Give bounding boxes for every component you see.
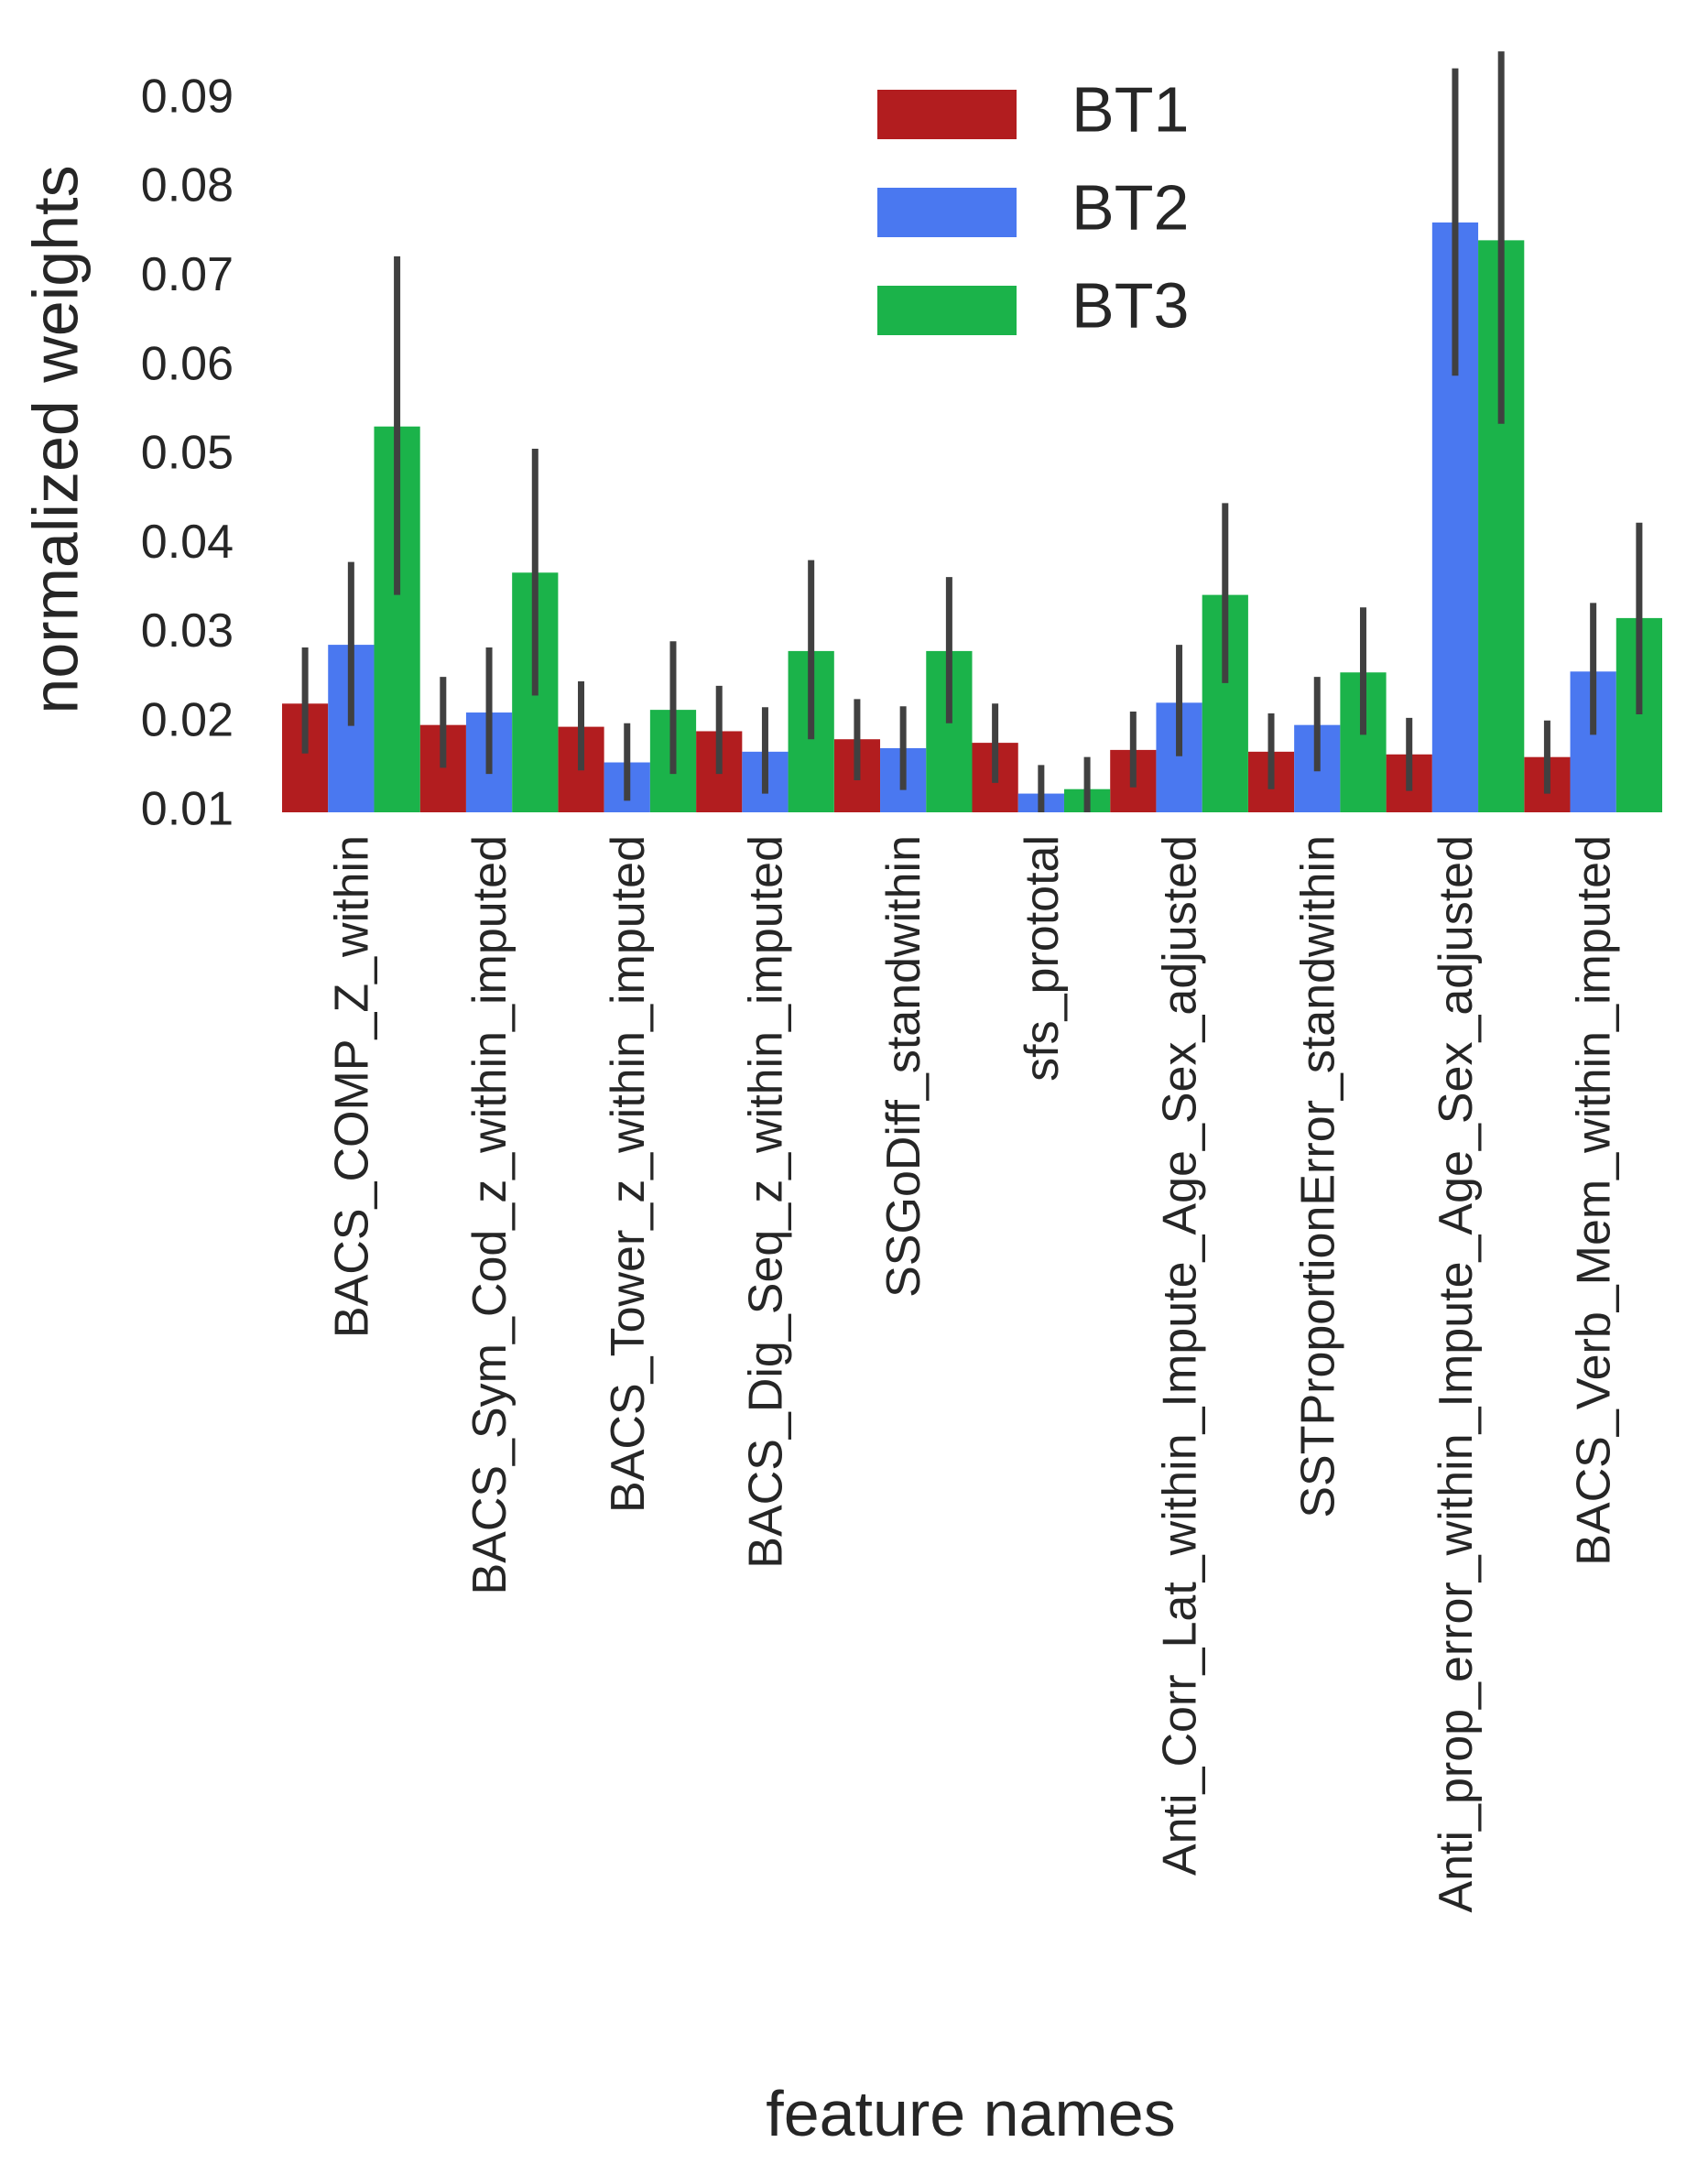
x-category-label: BACS_Sym_Cod_z_within_imputed	[463, 835, 517, 1595]
x-category-label: BACS_Tower_z_within_imputed	[602, 835, 655, 1513]
y-tick-label: 0.03	[141, 604, 234, 658]
y-tick-label: 0.01	[141, 783, 234, 836]
legend-swatch-bt1	[877, 90, 1017, 139]
y-tick-label: 0.06	[141, 337, 234, 390]
x-category-label: BACS_Verb_Mem_within_imputed	[1568, 835, 1621, 1566]
x-category-label: SSGoDiff_standwithin	[877, 835, 930, 1298]
error-bars	[301, 51, 1643, 812]
legend-swatch-bt2	[877, 188, 1017, 237]
x-category-label: sfs_prototal	[1016, 835, 1069, 1082]
y-tick-label: 0.09	[141, 70, 234, 123]
x-category-label: SSTProportionError_standwithin	[1291, 835, 1344, 1518]
legend-label-bt3: BT3	[1072, 269, 1189, 341]
y-tick-label: 0.07	[141, 248, 234, 301]
y-tick-label: 0.02	[141, 693, 234, 746]
y-tick-label: 0.04	[141, 516, 234, 569]
y-axis-ticks: 0.01 0.02 0.03 0.04 0.05 0.06 0.07 0.08 0.09	[141, 70, 234, 835]
y-tick-label: 0.05	[141, 427, 234, 480]
legend-label-bt2: BT2	[1072, 171, 1189, 243]
x-category-label: BACS_COMP_Z_within	[325, 835, 378, 1338]
legend-label-bt1: BT1	[1072, 73, 1189, 145]
legend-swatch-bt3	[877, 286, 1017, 335]
x-category-label: Anti_Corr_Lat_within_Impute_Age_Sex_adju…	[1154, 835, 1207, 1876]
x-category-label: BACS_Dig_Seq_z_within_imputed	[739, 835, 792, 1569]
x-category-label: Anti_prop_error_within_Impute_Age_Sex_ad…	[1430, 835, 1483, 1913]
y-tick-label: 0.08	[141, 159, 234, 212]
legend: BT1 BT2 BT3	[877, 73, 1189, 341]
bars	[282, 222, 1662, 812]
x-axis-title: feature names	[766, 2078, 1175, 2149]
y-axis-title: normalized weights	[19, 165, 91, 713]
x-axis-category-labels: BACS_COMP_Z_within BACS_Sym_Cod_z_within_…	[325, 835, 1620, 1913]
